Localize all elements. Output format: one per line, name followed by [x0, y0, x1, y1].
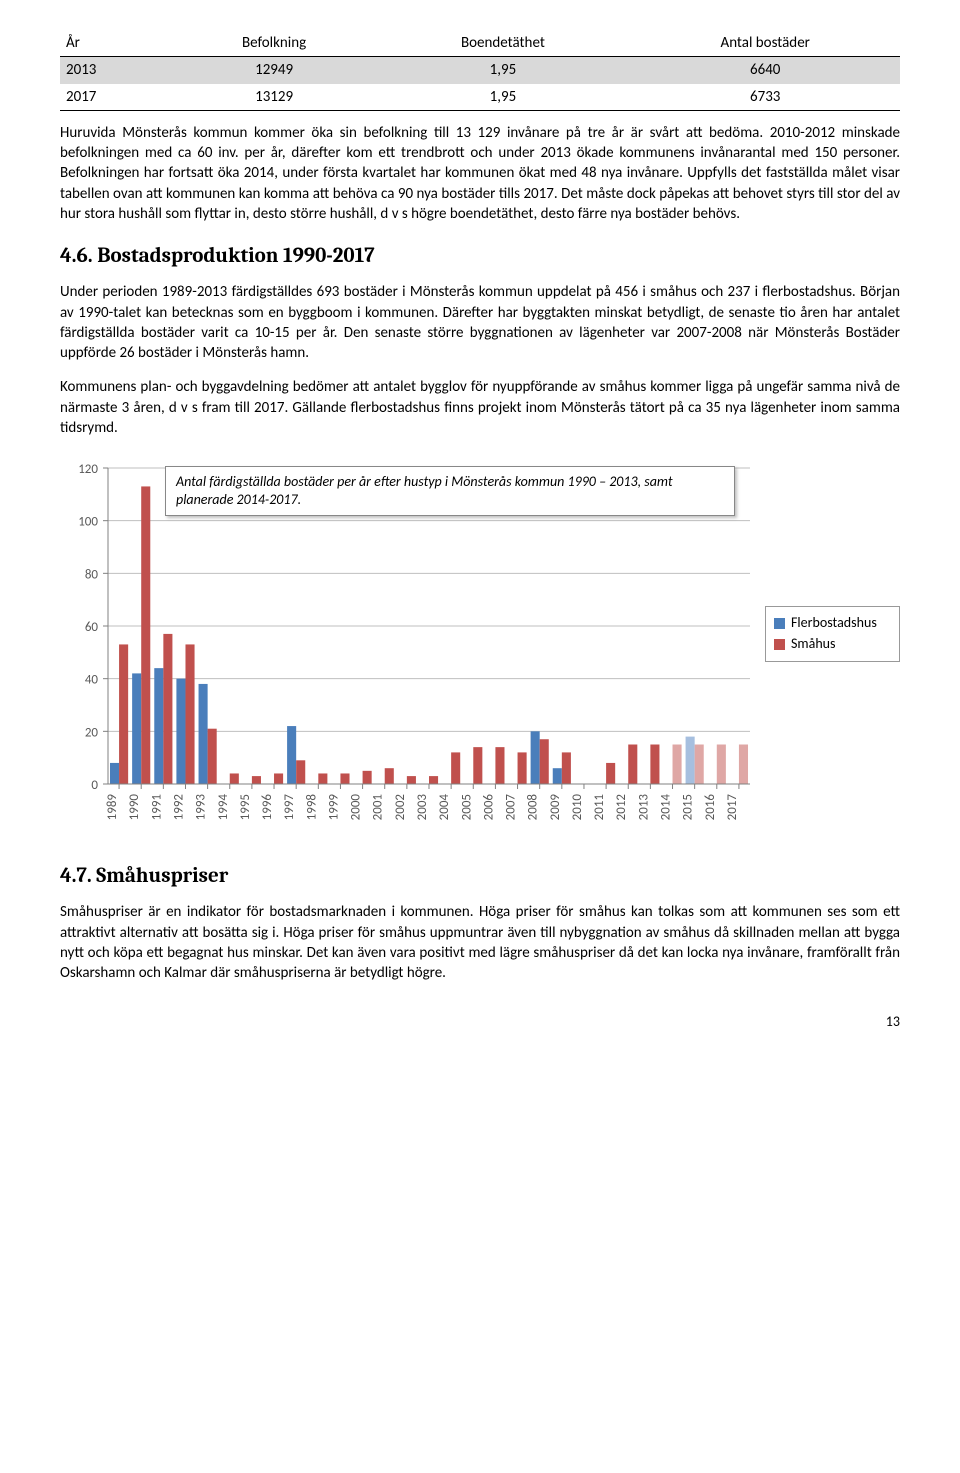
svg-text:1991: 1991	[149, 794, 164, 820]
svg-text:2011: 2011	[592, 794, 607, 820]
svg-text:2013: 2013	[636, 794, 651, 821]
svg-text:2001: 2001	[371, 794, 386, 820]
svg-text:1996: 1996	[260, 794, 275, 821]
svg-text:1997: 1997	[282, 794, 297, 821]
paragraph-4: Småhuspriser är en indikator för bostads…	[60, 902, 900, 983]
svg-text:2014: 2014	[659, 794, 674, 821]
legend-item: Småhus	[774, 635, 891, 654]
svg-text:2002: 2002	[393, 794, 408, 821]
population-table: År Befolkning Boendetäthet Antal bostäde…	[60, 30, 900, 111]
heading-46: 4.6. Bostadsproduktion 1990-2017	[60, 242, 900, 270]
table-cell: 1,95	[375, 57, 630, 84]
legend-label: Småhus	[791, 635, 836, 654]
table-cell: 2017	[60, 84, 173, 111]
svg-text:2000: 2000	[349, 794, 364, 821]
svg-text:2008: 2008	[526, 794, 541, 821]
chart-legend: Flerbostadshus Småhus	[765, 606, 900, 662]
table-header-row: År Befolkning Boendetäthet Antal bostäde…	[60, 30, 900, 57]
table-cell: 12949	[173, 57, 376, 84]
table-row: 2017131291,956733	[60, 84, 900, 111]
table-row: 2013129491,956640	[60, 57, 900, 84]
svg-text:2004: 2004	[437, 794, 452, 821]
table-cell: 6640	[630, 57, 900, 84]
col-density: Boendetäthet	[375, 30, 630, 57]
svg-text:2015: 2015	[681, 794, 696, 820]
svg-text:2005: 2005	[459, 794, 474, 820]
svg-text:1999: 1999	[326, 794, 341, 821]
svg-text:20: 20	[85, 725, 99, 740]
table-cell: 6733	[630, 84, 900, 111]
paragraph-3: Kommunens plan- och byggavdelning bedöme…	[60, 377, 900, 438]
svg-text:2007: 2007	[504, 794, 519, 821]
svg-text:2009: 2009	[548, 794, 563, 821]
svg-text:2010: 2010	[570, 794, 585, 821]
svg-text:2003: 2003	[415, 794, 430, 821]
chart-caption: Antal färdigställda bostäder per år efte…	[165, 466, 735, 516]
col-year: År	[60, 30, 173, 57]
svg-text:1992: 1992	[171, 794, 186, 821]
legend-swatch	[774, 618, 785, 629]
svg-text:1998: 1998	[304, 794, 319, 821]
heading-47: 4.7. Småhuspriser	[60, 862, 900, 890]
legend-item: Flerbostadshus	[774, 614, 891, 633]
svg-text:40: 40	[85, 673, 99, 688]
svg-text:80: 80	[85, 567, 99, 582]
svg-text:2016: 2016	[703, 794, 718, 821]
table-cell: 1,95	[375, 84, 630, 111]
svg-text:60: 60	[85, 620, 99, 635]
svg-text:2012: 2012	[614, 794, 629, 821]
legend-swatch	[774, 639, 785, 650]
paragraph-2: Under perioden 1989-2013 färdigställdes …	[60, 282, 900, 363]
svg-text:1994: 1994	[216, 794, 231, 821]
svg-text:120: 120	[78, 462, 98, 477]
svg-text:1995: 1995	[238, 794, 253, 820]
svg-text:1989: 1989	[105, 794, 120, 821]
table-cell: 2013	[60, 57, 173, 84]
col-housing: Antal bostäder	[630, 30, 900, 57]
legend-label: Flerbostadshus	[791, 614, 877, 633]
paragraph-1: Huruvida Mönsterås kommun kommer öka sin…	[60, 123, 900, 224]
svg-text:1990: 1990	[127, 794, 142, 821]
col-population: Befolkning	[173, 30, 376, 57]
svg-text:100: 100	[78, 515, 98, 530]
housing-chart: 0 20 40 60 80 100 120 1989 1990 1991 1992 1993 1994 1…	[60, 458, 900, 838]
svg-text:2006: 2006	[481, 794, 496, 821]
svg-text:2017: 2017	[725, 794, 740, 821]
table-cell: 13129	[173, 84, 376, 111]
page-number: 13	[60, 1013, 900, 1032]
svg-text:0: 0	[91, 778, 98, 793]
svg-text:1993: 1993	[194, 794, 209, 821]
